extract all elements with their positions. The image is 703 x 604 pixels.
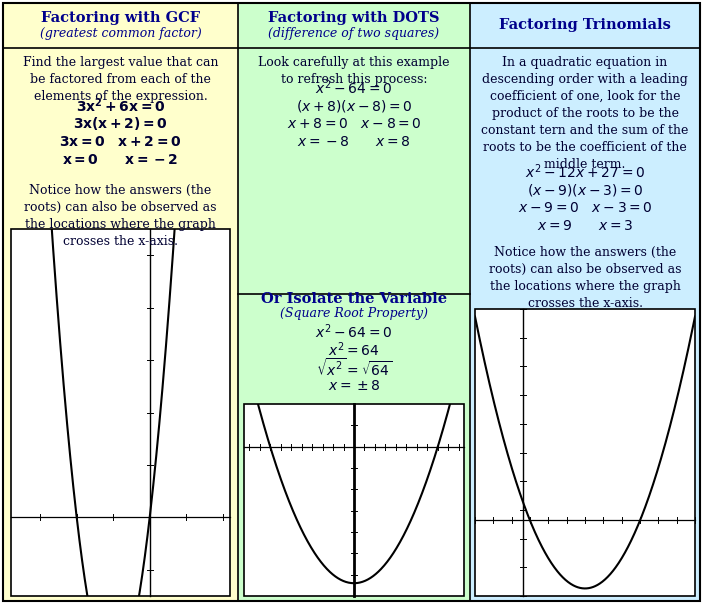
Bar [244, 404, 464, 596]
Bar [11, 229, 230, 596]
Text: $x = -8 \qquad x = 8$: $x = -8 \qquad x = 8$ [297, 135, 411, 149]
Text: $(x +8)(x -8) = 0$: $(x +8)(x -8) = 0$ [296, 98, 413, 114]
Bar [238, 294, 470, 601]
Text: $\mathbf{3x = 0} \quad \mathbf{x + 2 = 0}$: $\mathbf{3x = 0} \quad \mathbf{x + 2 = 0… [59, 135, 182, 149]
Bar [238, 3, 470, 294]
Text: Factoring Trinomials: Factoring Trinomials [499, 18, 671, 32]
Text: Notice how the answers (the
roots) can also be observed as
the locations where t: Notice how the answers (the roots) can a… [24, 184, 217, 248]
Text: Notice how the answers (the
roots) can also be observed as
the locations where t: Notice how the answers (the roots) can a… [489, 246, 681, 310]
Text: $\mathbf{x = 0} \qquad \mathbf{x = -2}$: $\mathbf{x = 0} \qquad \mathbf{x = -2}$ [63, 153, 179, 167]
Text: $\sqrt{x^2} = \sqrt{64}$: $\sqrt{x^2} = \sqrt{64}$ [316, 357, 392, 379]
Text: $x^2 = 64$: $x^2 = 64$ [328, 341, 380, 359]
Text: (difference of two squares): (difference of two squares) [269, 28, 439, 40]
Text: Find the largest value that can
be factored from each of the
elements of the exp: Find the largest value that can be facto… [22, 56, 218, 103]
Text: $\mathbf{3x^2 + 6x = 0}$: $\mathbf{3x^2 + 6x = 0}$ [76, 97, 165, 115]
Text: $x - 9 = 0 \quad x - 3 = 0$: $x - 9 = 0 \quad x - 3 = 0$ [517, 201, 652, 215]
Text: Or Isolate the Variable: Or Isolate the Variable [261, 292, 447, 306]
Bar [470, 3, 700, 601]
Bar [475, 309, 695, 596]
Text: $x^2 - 64 = 0$: $x^2 - 64 = 0$ [316, 323, 393, 341]
Text: $\mathbf{3x(x + 2) = 0}$: $\mathbf{3x(x + 2) = 0}$ [73, 115, 168, 132]
Text: $x = 9 \qquad x = 3$: $x = 9 \qquad x = 3$ [537, 219, 633, 233]
Text: (greatest common factor): (greatest common factor) [39, 28, 201, 40]
Bar [3, 3, 238, 601]
Text: Look carefully at this example
to refresh this process:: Look carefully at this example to refres… [258, 56, 450, 86]
Text: Factoring with GCF: Factoring with GCF [41, 11, 200, 25]
Text: (Square Root Property): (Square Root Property) [280, 306, 428, 320]
Text: Factoring with DOTS: Factoring with DOTS [269, 11, 440, 25]
Text: $x^2 - 12x + 27 = 0$: $x^2 - 12x + 27 = 0$ [525, 162, 645, 181]
Text: $x^2 - 64 = 0$: $x^2 - 64 = 0$ [316, 79, 393, 97]
Text: $(x - 9)(x - 3) = 0$: $(x - 9)(x - 3) = 0$ [527, 182, 643, 198]
Text: In a quadratic equation in
descending order with a leading
coefficient of one, l: In a quadratic equation in descending or… [482, 56, 689, 171]
Text: $x = \pm 8$: $x = \pm 8$ [328, 379, 380, 393]
Text: $x + 8 = 0 \quad x - 8 = 0$: $x + 8 = 0 \quad x - 8 = 0$ [287, 117, 421, 131]
